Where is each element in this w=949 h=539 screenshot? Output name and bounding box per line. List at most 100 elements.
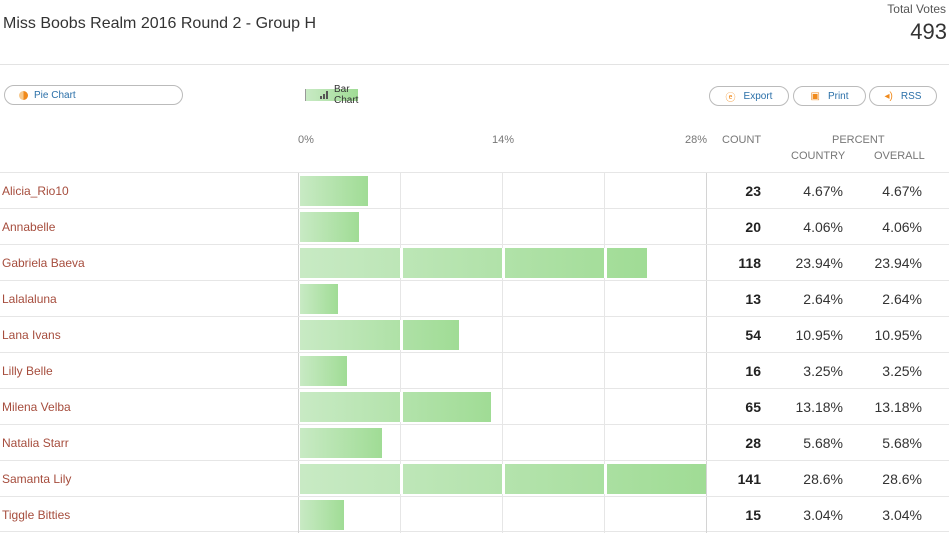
table-row: Annabelle 20 4.06% 4.06% bbox=[0, 208, 949, 245]
print-label: Print bbox=[827, 90, 849, 102]
export-button[interactable]: ⓔ Export bbox=[709, 86, 789, 106]
poll-title: Miss Boobs Realm 2016 Round 2 - Group H bbox=[3, 15, 317, 32]
grid-line bbox=[502, 353, 503, 389]
candidate-name-link[interactable]: Gabriela Baeva bbox=[2, 256, 85, 270]
overall-percent: 10.95% bbox=[874, 327, 922, 343]
grid-line bbox=[604, 389, 605, 425]
country-percent: 2.64% bbox=[803, 291, 843, 307]
grid-line bbox=[604, 209, 605, 245]
grid-line bbox=[298, 281, 299, 317]
grid-line bbox=[298, 353, 299, 389]
axis-tick-label: 14% bbox=[492, 134, 515, 146]
percent-column-header: PERCENT bbox=[832, 134, 885, 146]
vote-bar bbox=[300, 284, 339, 314]
grid-line bbox=[706, 245, 707, 281]
grid-line bbox=[604, 425, 605, 461]
grid-line bbox=[298, 209, 299, 245]
table-row: Lana Ivans 54 10.95% 10.95% bbox=[0, 316, 949, 353]
grid-line bbox=[706, 173, 707, 209]
grid-line bbox=[400, 281, 401, 317]
export-icon: ⓔ bbox=[725, 92, 736, 104]
country-percent: 23.94% bbox=[795, 255, 843, 271]
grid-line bbox=[400, 425, 401, 461]
chart-view-toggle: Pie Chart Bar Chart bbox=[4, 84, 359, 106]
print-button[interactable]: ▣ Print bbox=[793, 86, 866, 106]
grid-line bbox=[298, 497, 299, 533]
overall-percent: 3.04% bbox=[882, 507, 922, 523]
grid-line bbox=[604, 281, 605, 317]
axis-tick-label: 28% bbox=[685, 134, 708, 146]
overall-percent: 4.06% bbox=[882, 219, 922, 235]
country-percent: 10.95% bbox=[795, 327, 843, 343]
table-row: Lilly Belle 16 3.25% 3.25% bbox=[0, 352, 949, 389]
pie-chart-label: Pie Chart bbox=[34, 89, 76, 101]
bar-chart-label: Bar Chart bbox=[334, 84, 359, 106]
overall-percent: 2.64% bbox=[882, 291, 922, 307]
total-votes-count: 493 bbox=[910, 19, 947, 44]
grid-line bbox=[502, 281, 503, 317]
grid-line bbox=[502, 317, 503, 353]
table-row: Gabriela Baeva 118 23.94% 23.94% bbox=[0, 244, 949, 281]
grid-line bbox=[706, 353, 707, 389]
grid-line bbox=[298, 425, 299, 461]
vote-bar bbox=[300, 392, 492, 422]
candidate-name-link[interactable]: Annabelle bbox=[2, 220, 56, 234]
pie-chart-toggle[interactable]: Pie Chart bbox=[5, 86, 81, 104]
vote-bar bbox=[300, 428, 383, 458]
bar-chart-toggle[interactable]: Bar Chart bbox=[305, 84, 359, 106]
overall-percent: 23.94% bbox=[874, 255, 922, 271]
overall-percent: 3.25% bbox=[882, 363, 922, 379]
header-divider bbox=[0, 64, 949, 65]
grid-line bbox=[604, 353, 605, 389]
vote-bar bbox=[300, 248, 648, 278]
vote-bar bbox=[300, 212, 359, 242]
axis-tick-label: 0% bbox=[298, 134, 314, 146]
overall-percent: 28.6% bbox=[882, 471, 922, 487]
candidate-name-link[interactable]: Samanta Lily bbox=[2, 472, 72, 486]
grid-line bbox=[298, 245, 299, 281]
candidate-name-link[interactable]: Lalalaluna bbox=[2, 292, 57, 306]
bar-segment-gap bbox=[400, 464, 403, 494]
vote-bar bbox=[300, 176, 368, 206]
bar-segment-gap bbox=[502, 464, 505, 494]
vote-count: 54 bbox=[745, 327, 761, 343]
grid-line bbox=[706, 209, 707, 245]
grid-line bbox=[604, 497, 605, 533]
grid-line bbox=[400, 353, 401, 389]
country-column-header: COUNTRY bbox=[791, 150, 846, 162]
grid-line bbox=[604, 317, 605, 353]
country-percent: 3.25% bbox=[803, 363, 843, 379]
grid-line bbox=[502, 173, 503, 209]
candidate-name-link[interactable]: Lana Ivans bbox=[2, 328, 61, 342]
bar-segment-gap bbox=[604, 248, 607, 278]
grid-line bbox=[298, 317, 299, 353]
candidate-name-link[interactable]: Alicia_Rio10 bbox=[2, 184, 69, 198]
table-row: Milena Velba 65 13.18% 13.18% bbox=[0, 388, 949, 425]
grid-line bbox=[502, 497, 503, 533]
grid-line bbox=[400, 209, 401, 245]
table-row: Alicia_Rio10 23 4.67% 4.67% bbox=[0, 172, 949, 209]
candidate-name-link[interactable]: Natalia Starr bbox=[2, 436, 69, 450]
vote-count: 28 bbox=[745, 435, 761, 451]
grid-line bbox=[502, 209, 503, 245]
grid-line bbox=[400, 173, 401, 209]
candidate-name-link[interactable]: Tiggle Bitties bbox=[2, 508, 71, 522]
vote-count: 118 bbox=[738, 255, 761, 271]
overall-percent: 4.67% bbox=[882, 183, 922, 199]
count-column-header: COUNT bbox=[722, 134, 762, 146]
bar-chart-icon bbox=[320, 91, 328, 99]
candidate-name-link[interactable]: Lilly Belle bbox=[2, 364, 53, 378]
printer-icon: ▣ bbox=[810, 90, 820, 102]
country-percent: 4.06% bbox=[803, 219, 843, 235]
vote-count: 13 bbox=[745, 291, 761, 307]
candidate-name-link[interactable]: Milena Velba bbox=[2, 400, 71, 414]
vote-count: 16 bbox=[745, 363, 761, 379]
rss-icon: ◂) bbox=[884, 90, 893, 102]
overall-percent: 13.18% bbox=[874, 399, 922, 415]
rss-button[interactable]: ◂) RSS bbox=[869, 86, 937, 106]
table-row: Natalia Starr 28 5.68% 5.68% bbox=[0, 424, 949, 461]
country-percent: 5.68% bbox=[803, 435, 843, 451]
vote-count: 20 bbox=[745, 219, 761, 235]
grid-line bbox=[706, 425, 707, 461]
overall-column-header: OVERALL bbox=[874, 150, 925, 162]
